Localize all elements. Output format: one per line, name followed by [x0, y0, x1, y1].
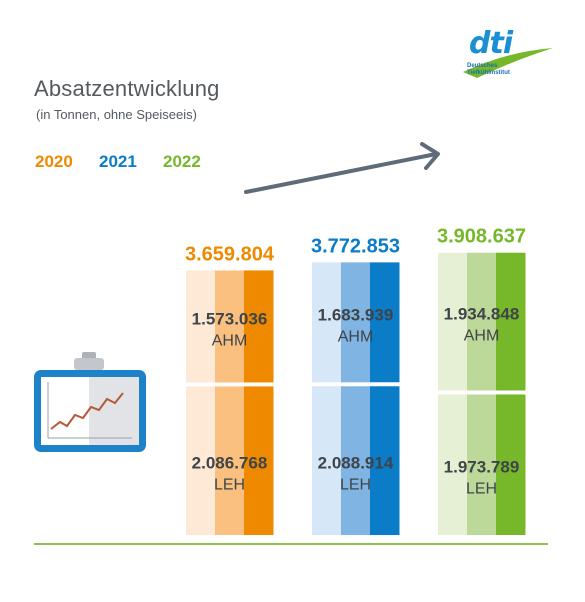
bar-ahm-2021-stripe-1 [341, 262, 371, 383]
bar-leh-2021-stripe-2 [370, 386, 400, 535]
bar-ahm-2021-stripe-0 [312, 262, 342, 383]
bar-ahm-2022-stripe-1 [467, 252, 497, 391]
clipboard-chart-icon [34, 352, 146, 452]
chart-subtitle: (in Tonnen, ohne Speiseeis) [36, 107, 197, 122]
chart-title: Absatzentwicklung [34, 76, 220, 101]
bar-leh-2021-stripe-1 [341, 386, 371, 535]
logo-word: dti [469, 26, 513, 61]
dti-logo: dti Deutsches Tiefkühlinstitut [455, 26, 555, 90]
bar-leh-2020-stripe-0 [186, 386, 216, 535]
bar-leh-2022-stripe-1 [467, 394, 497, 535]
bar-leh-2020-stripe-2 [244, 386, 274, 535]
bar-ahm-2020-stripe-1 [215, 270, 245, 383]
series-label-ahm-2021: AHM [338, 328, 374, 345]
bar-ahm-2020-stripe-0 [186, 270, 216, 383]
bar-ahm-2021-stripe-2 [370, 262, 400, 383]
value-label-ahm-2022: 1.934.848 [444, 305, 520, 324]
series-label-leh-2021: LEH [340, 477, 371, 494]
bar-ahm-2022-stripe-2 [496, 252, 526, 391]
series-label-ahm-2020: AHM [212, 332, 248, 349]
baseline [34, 543, 548, 545]
bar-leh-2021-stripe-0 [312, 386, 342, 535]
bar-leh-2022-stripe-0 [438, 394, 468, 535]
total-label-2020: 3.659.804 [185, 243, 275, 265]
series-label-ahm-2022: AHM [464, 328, 500, 345]
total-label-2022: 3.908.637 [437, 226, 526, 248]
total-label-2021: 3.772.853 [311, 235, 400, 257]
value-label-leh-2022: 1.973.789 [444, 458, 520, 477]
logo-line1: Deutsches [467, 63, 498, 69]
growth-arrow-icon [244, 142, 440, 194]
bar-leh-2022-stripe-2 [496, 394, 526, 535]
legend-2022: 2022 [163, 152, 201, 171]
value-label-ahm-2021: 1.683.939 [318, 305, 394, 324]
legend-2020: 2020 [35, 152, 73, 171]
logo-swoosh-icon [463, 48, 553, 78]
series-label-leh-2020: LEH [214, 477, 245, 494]
bar-ahm-2022-stripe-0 [438, 252, 468, 391]
bar-ahm-2020-stripe-2 [244, 270, 274, 383]
value-label-ahm-2020: 1.573.036 [192, 309, 268, 328]
series-label-leh-2022: LEH [466, 481, 497, 498]
bar-leh-2020-stripe-1 [215, 386, 245, 535]
legend-2021: 2021 [99, 152, 137, 171]
value-label-leh-2020: 2.086.768 [192, 454, 268, 473]
value-label-leh-2021: 2.088.914 [318, 454, 394, 473]
logo-line2: Tiefkühlinstitut [467, 70, 510, 76]
